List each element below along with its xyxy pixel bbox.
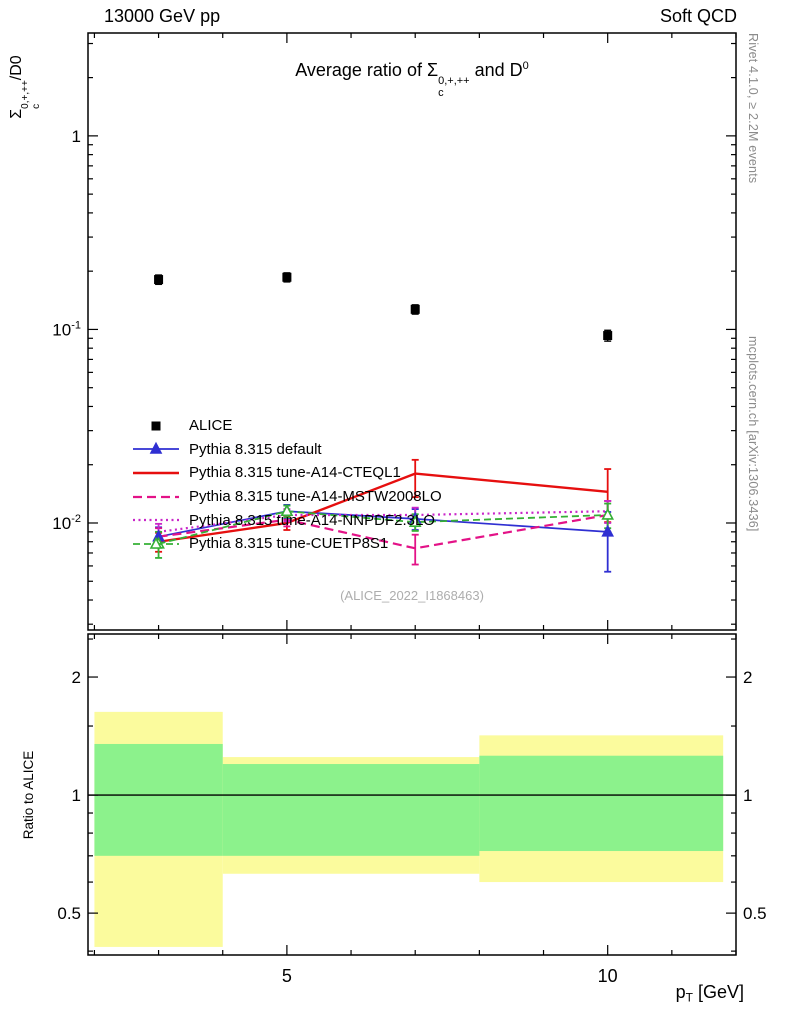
legend-marker-glyph [133,471,179,475]
main-y-tick-label: 1 [72,127,81,146]
d-superscript: 0 [522,60,529,72]
open-triangle-marker [280,504,294,517]
ratio-y-tick-label-left: 0.5 [57,904,81,923]
sigma-superscript: 0,+,++ [438,75,470,88]
ylabel-sigma-sub: c [30,103,42,109]
x-tick-label: 5 [282,966,292,986]
filled-triangle-marker [601,524,615,537]
y-axis-label-ratio: Ratio to ALICE [21,750,36,840]
legend-item-nnpdf23lo: Pythia 8.315 tune-A14-NNPDF2.3LO [132,508,442,532]
legend-alice-square [151,421,161,431]
ratio-band-inner [222,764,480,856]
y-axis-label-main: Σ 0,+,++ c/D0 [8,27,42,147]
alice-data-point [410,304,420,314]
title-mid: and D [469,60,523,80]
legend-label-cteql1: Pythia 8.315 tune-A14-CTEQL1 [189,464,401,482]
ratio-y-tick-label-right: 1 [743,786,752,805]
legend-marker-glyph [133,519,179,522]
open-triangle-marker [408,514,422,527]
legend-marker-glyph [133,495,179,498]
mc-series-line [158,510,608,533]
alice-marker [132,417,180,435]
mcplots-note: mcplots.cern.ch [arXiv:1306.3436] [746,336,760,532]
ylabel-sigma-scripts: 0,+,++ c [20,80,43,109]
main-panel-frame [87,32,737,631]
ratio-band-inner [479,755,724,852]
legend-label-cuetp8s1: Pythia 8.315 tune-CUETP8S1 [189,535,389,553]
alice-data-point [282,272,292,282]
alice-data-point [154,275,164,285]
cuetp8s1-marker [132,535,180,553]
legend-marker-glyph [133,442,179,455]
legend-label-alice: ALICE [189,417,233,435]
mstw2008lo-marker [132,488,180,506]
open-triangle-marker [601,507,615,520]
ratio-band-inner [94,743,223,856]
title-pre: Average ratio of [295,60,427,80]
legend-label-default: Pythia 8.315 default [189,440,322,458]
main-y-tick-label: 10-2 [52,513,81,533]
nnpdf23lo-marker [132,511,180,529]
default-marker [132,440,180,458]
legend-item-cuetp8s1: Pythia 8.315 tune-CUETP8S1 [132,532,442,556]
sigma-scripts: 0,+,++ c [438,75,470,100]
process-group-label: Soft QCD [659,6,737,26]
xlabel-rest: [GeV] [692,982,744,1002]
analysis-ref: (ALICE_2022_I1868463) [340,588,484,603]
legend-label-mstw2008lo: Pythia 8.315 tune-A14-MSTW2008LO [189,488,442,506]
legend-marker-glyph [133,536,179,549]
mc-series-line [158,472,608,543]
sigma-symbol: Σ [426,60,439,80]
legend-item-alice: ALICE [132,414,442,438]
xlabel-sub: T [685,990,693,1005]
cteql1-marker [132,464,180,482]
legend-label-nnpdf23lo: Pythia 8.315 tune-A14-NNPDF2.3LO [189,511,435,529]
beam-energy-label: 13000 GeV pp [104,6,221,26]
ratio-y-tick-label-right: 2 [743,668,752,687]
rivet-version-note: Rivet 4.1.0, ≥ 2.2M events [746,33,760,184]
legend-marker-glyph [151,421,161,431]
main-y-tick-label: 10-1 [52,319,81,339]
legend: ALICE Pythia 8.315 default Pythia 8.315 … [132,414,442,556]
ratio-y-tick-label-left: 1 [72,786,81,805]
x-tick-label: 10 [598,966,618,986]
plot-title: Average ratio of Σ 0,+,++ c and D0 [88,60,736,100]
xlabel-base: p [675,982,686,1002]
alice-data-point [603,331,613,341]
filled-triangle-marker [149,442,163,455]
ratio-y-tick-label-right: 0.5 [743,904,767,923]
sigma-subscript: c [438,86,444,99]
mc-series-line [158,510,608,545]
legend-item-mstw2008lo: Pythia 8.315 tune-A14-MSTW2008LO [132,485,442,509]
ylabel-sigma: Σ [8,108,25,119]
x-axis-label: pT [GeV] [676,982,744,1005]
legend-item-cteql1: Pythia 8.315 tune-A14-CTEQL1 [132,461,442,485]
open-triangle-marker [149,536,163,549]
ylabel-rest: /D0 [8,55,25,81]
legend-item-default: Pythia 8.315 default [132,438,442,462]
ratio-y-tick-label-left: 2 [72,668,81,687]
